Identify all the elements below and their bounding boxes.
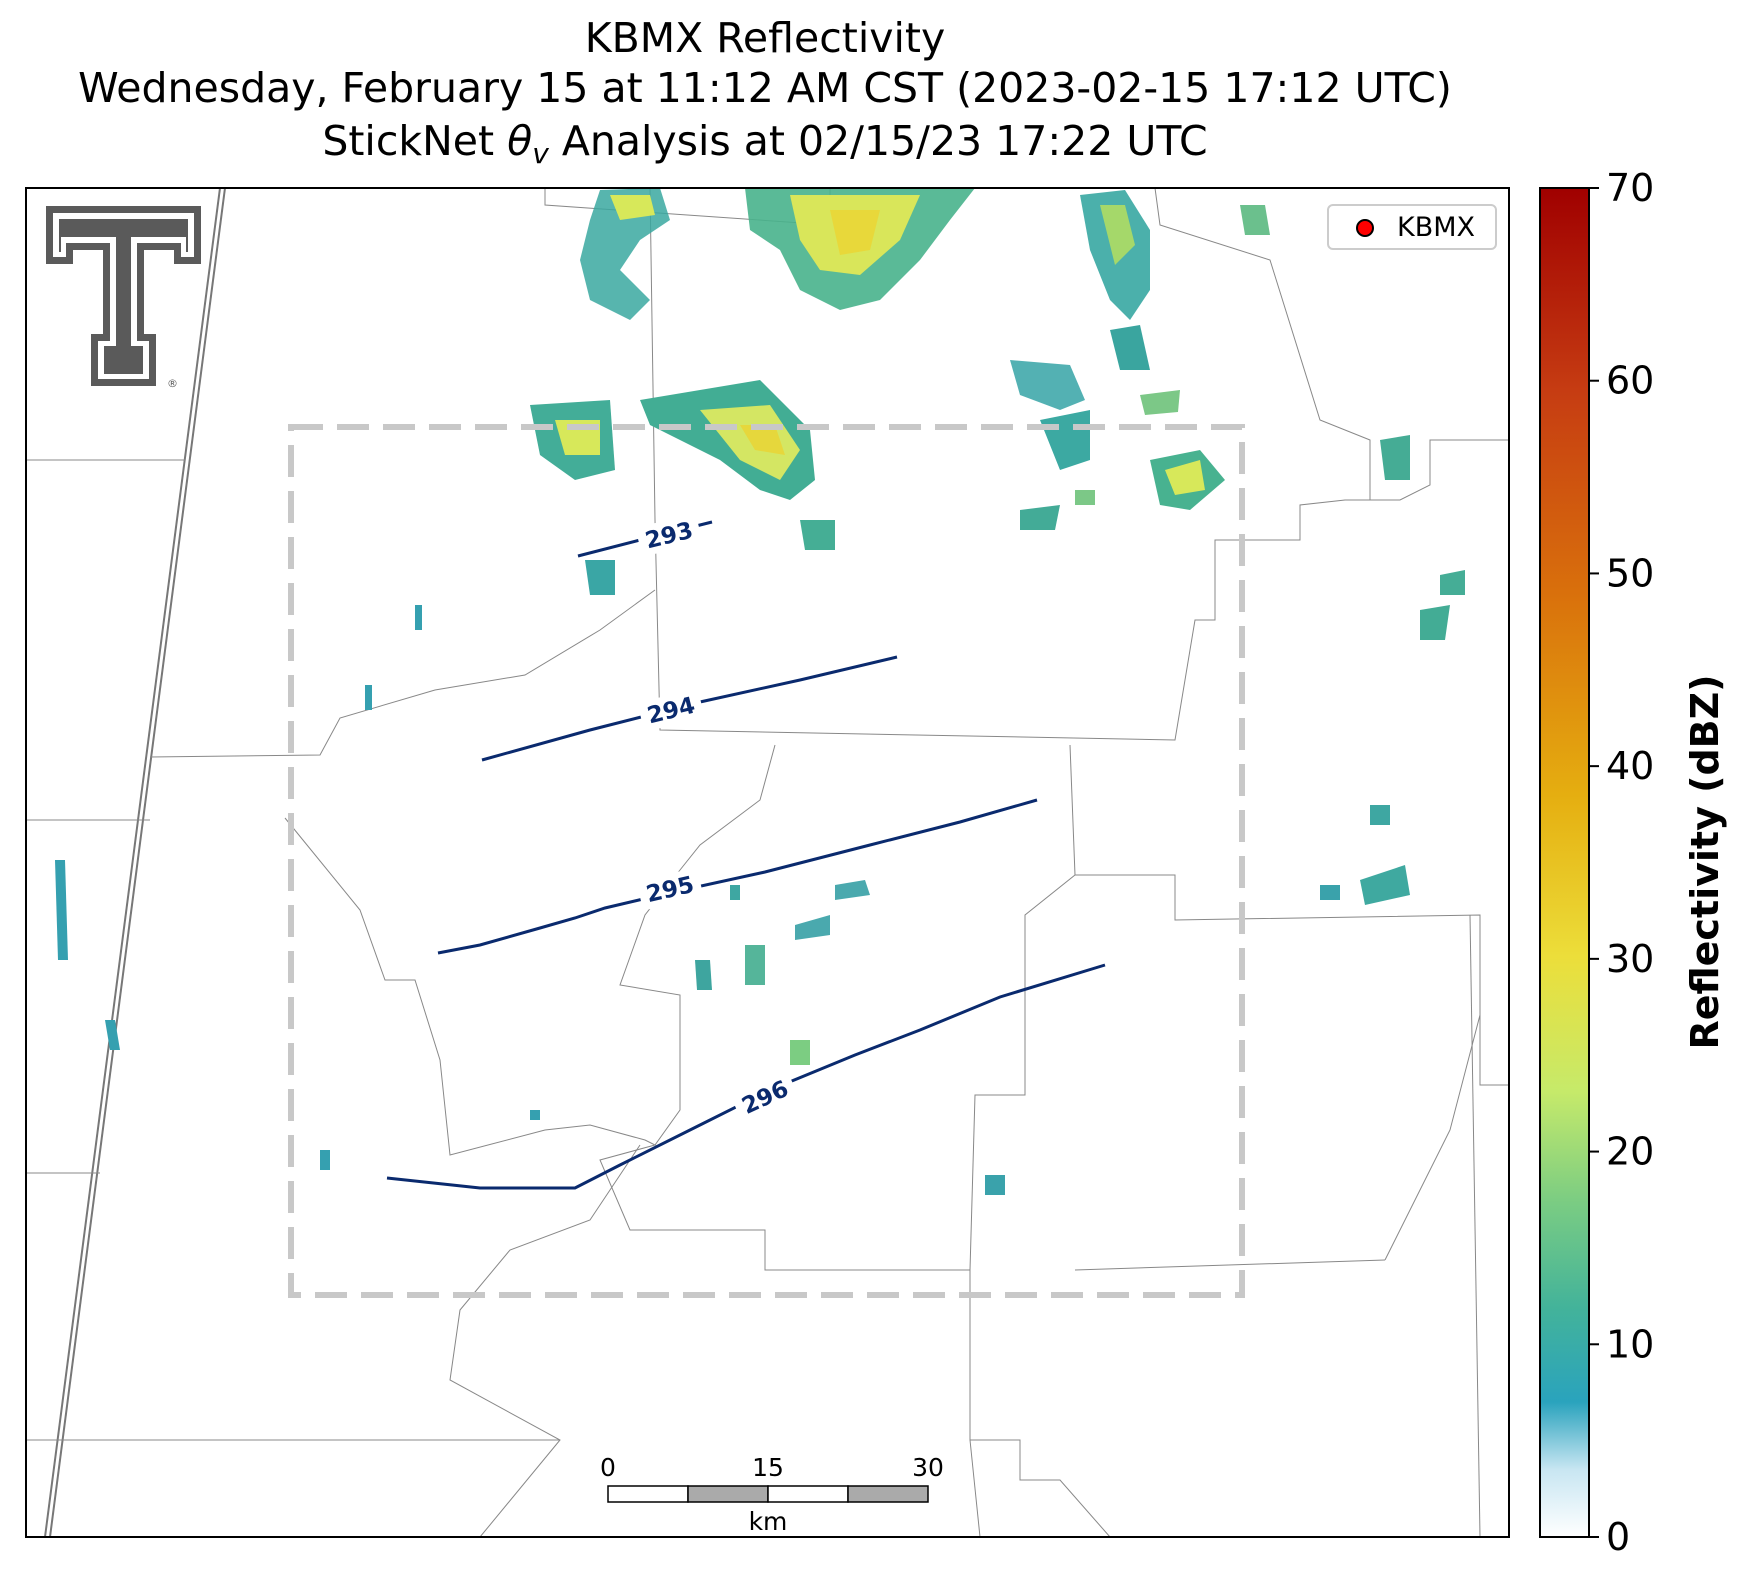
colorbar-tick-label: 30	[1606, 937, 1654, 981]
analysis-domain-box	[288, 424, 1245, 1298]
county-borders	[26, 188, 1509, 1537]
theta-symbol: θ	[507, 117, 533, 165]
contour-line-296	[386, 963, 1106, 1190]
legend: KBMX	[1327, 204, 1497, 250]
kbmx-marker-icon	[1356, 219, 1374, 237]
colorbar: 0 10 20 30 40 50 60 70 Reflectivity (dBZ)	[1539, 166, 1727, 1559]
map-frame	[25, 187, 1510, 1538]
scale-unit: km	[749, 1507, 788, 1536]
colorbar-tick-label: 50	[1606, 551, 1654, 595]
radar-echoes	[55, 188, 1465, 1195]
colorbar-tick-label: 20	[1606, 1130, 1654, 1174]
scale-bar: 0 15 30 km	[600, 1453, 944, 1536]
title-line-3: StickNet θv Analysis at 02/15/23 17:22 U…	[0, 118, 1530, 177]
colorbar-tick-label: 70	[1606, 166, 1654, 210]
scale-tick-30: 30	[912, 1453, 944, 1482]
theta-subscript: v	[532, 137, 549, 170]
legend-box	[1327, 204, 1497, 250]
colorbar-ticks: 0 10 20 30 40 50 60 70	[1589, 166, 1654, 1559]
colorbar-gradient	[1539, 187, 1590, 1538]
colorbar-tick-label: 10	[1606, 1322, 1654, 1366]
legend-label-kbmx: KBMX	[1397, 212, 1475, 243]
title-line-2: Wednesday, February 15 at 11:12 AM CST (…	[78, 64, 1452, 112]
colorbar-tick-label: 0	[1606, 1515, 1630, 1559]
texas-tech-double-t-logo: ®	[46, 206, 201, 390]
scale-tick-0: 0	[600, 1453, 616, 1482]
state-boundaries	[44, 188, 226, 1537]
title-line-3-prefix: StickNet	[322, 117, 508, 165]
colorbar-tick-label: 40	[1606, 744, 1654, 788]
title-line-1: KBMX Reflectivity	[584, 14, 946, 62]
title-line-3-suffix: Analysis at 02/15/23 17:22 UTC	[548, 117, 1208, 165]
contour-line-295	[437, 798, 1038, 955]
svg-text:®: ®	[167, 377, 178, 390]
scale-tick-15: 15	[752, 1453, 784, 1482]
colorbar-tick-label: 60	[1606, 359, 1654, 403]
colorbar-label: Reflectivity (dBZ)	[1683, 674, 1727, 1049]
